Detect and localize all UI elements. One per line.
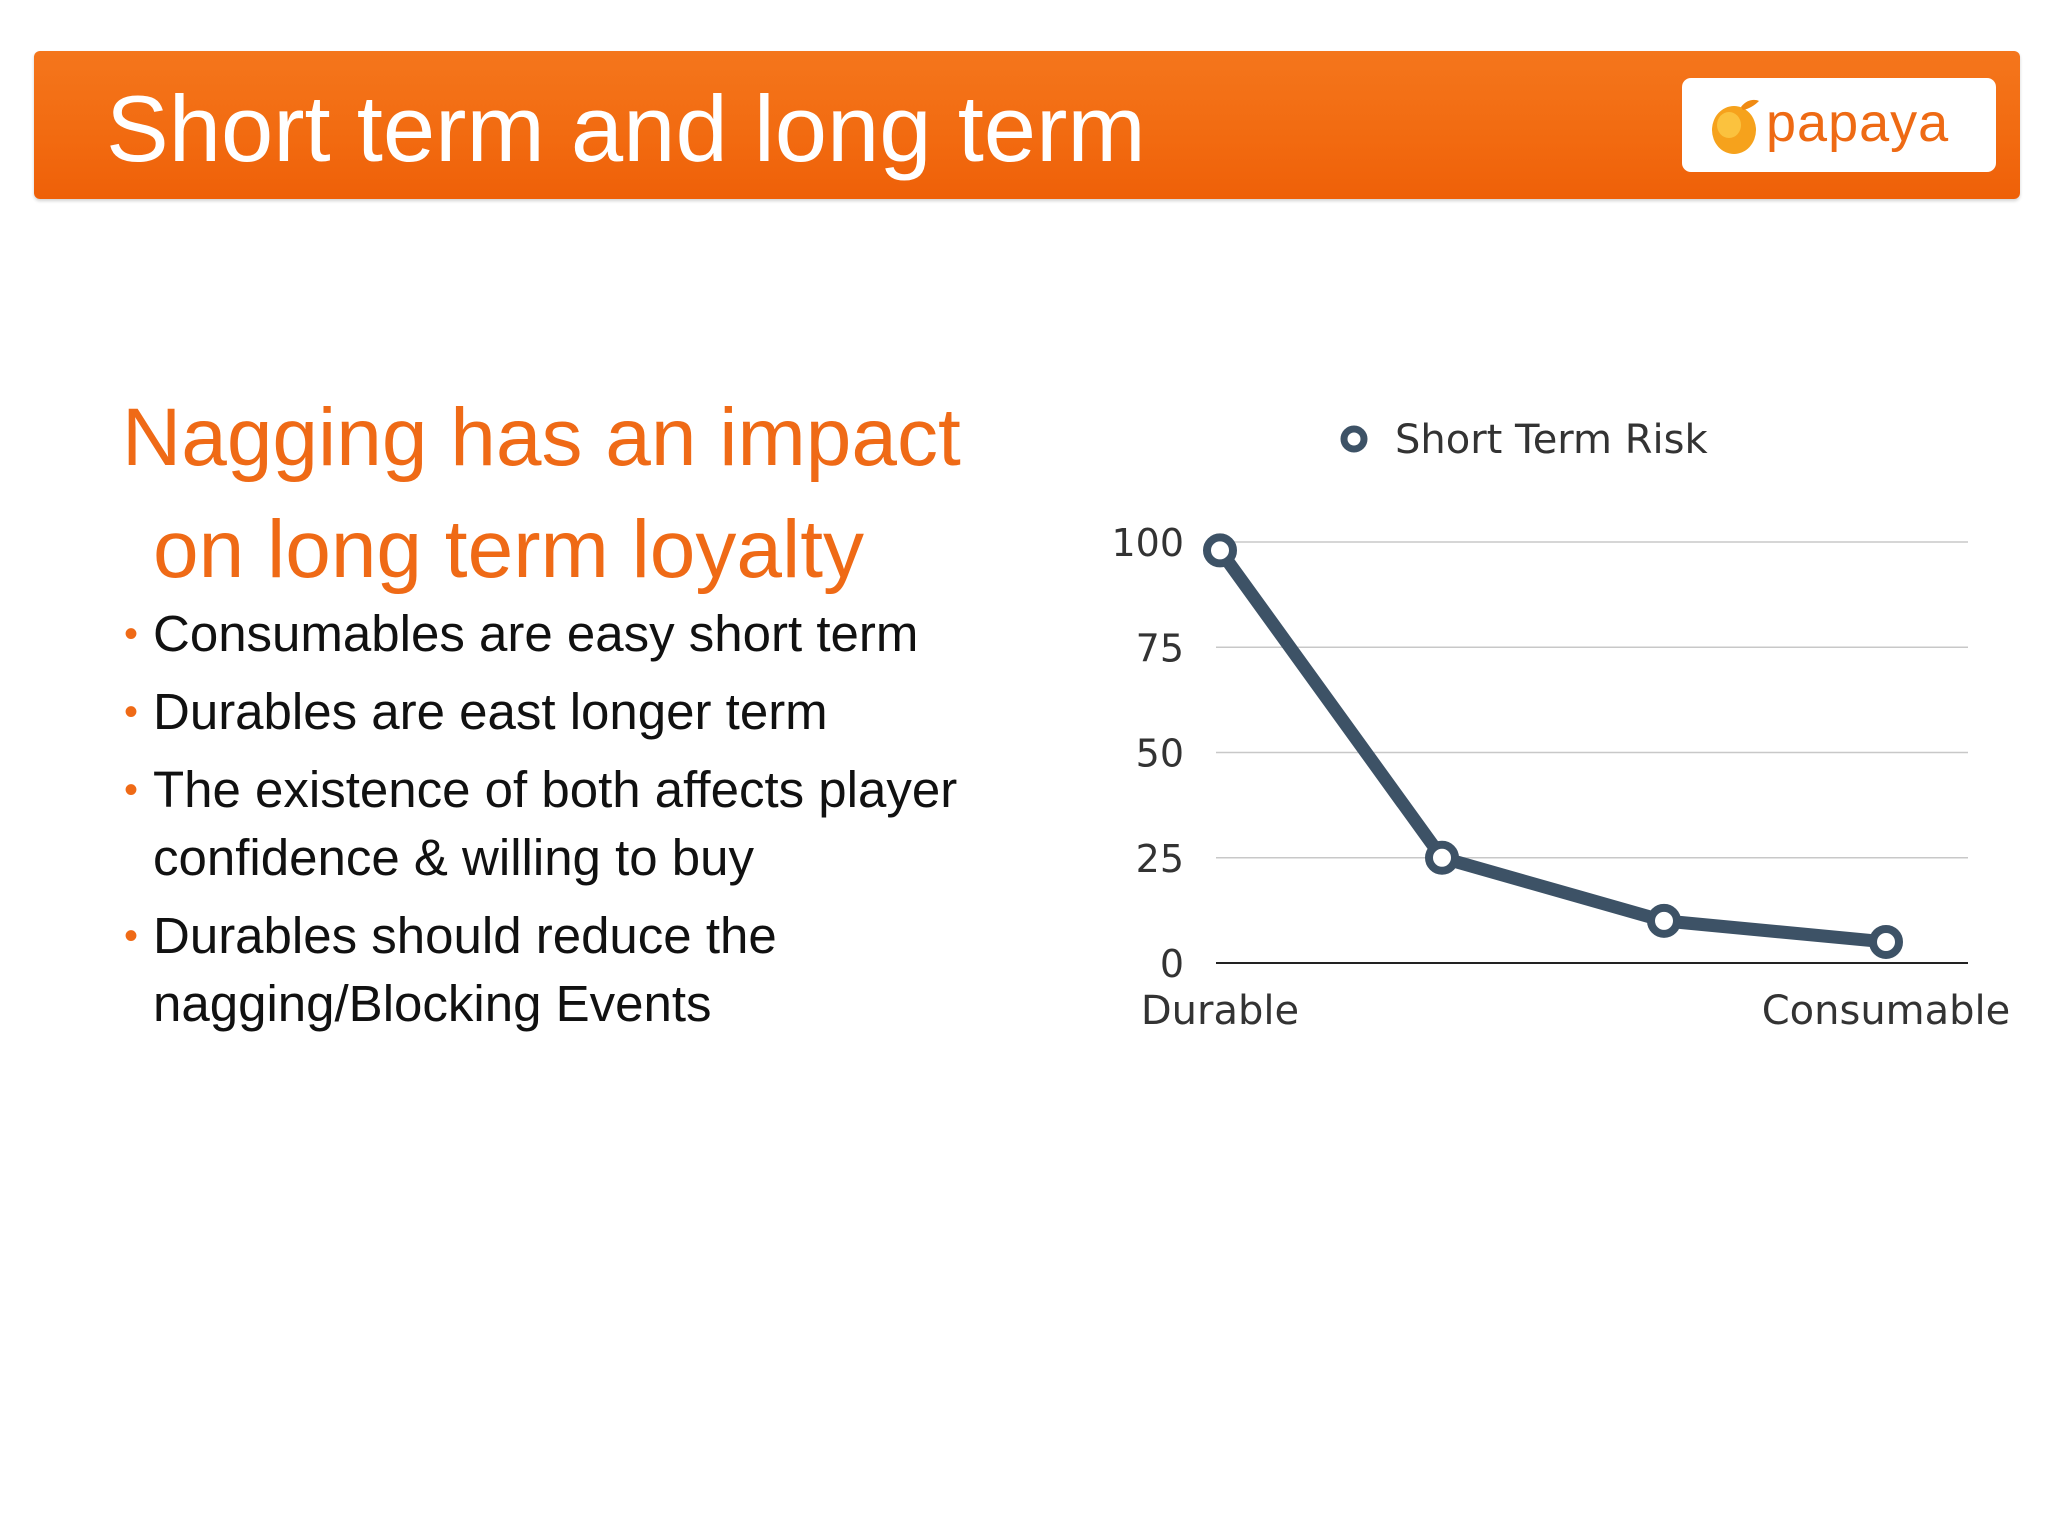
slide-title: Short term and long term	[106, 76, 1146, 181]
data-point	[1869, 924, 1903, 959]
y-tick-label: 100	[1111, 521, 1184, 565]
legend-marker-icon	[1340, 425, 1368, 453]
papaya-fruit-icon	[1712, 99, 1759, 154]
bullet-item: • Durables should reduce the nagging/Bloc…	[122, 902, 1082, 1038]
data-point	[1203, 533, 1237, 568]
y-tick-label: 0	[1160, 942, 1184, 986]
bullet-text: The existence of both affects player con…	[153, 761, 958, 886]
bullet-list: • Consumables are easy short term • Durabl…	[122, 600, 1082, 1048]
heading-line-1: Nagging has an impact	[122, 392, 961, 483]
line-chart: 0 25 50 75 100 Durable Consumable	[1111, 425, 2011, 1034]
bullet-dot-icon: •	[124, 768, 139, 812]
data-point	[1425, 840, 1459, 875]
x-tick-label: Consumable	[1762, 988, 2011, 1034]
papaya-logo: papaya	[1682, 78, 1996, 172]
bullet-item: • Durables are east longer term	[122, 678, 1082, 746]
data-point	[1647, 903, 1681, 938]
slide-heading: Nagging has an impact on long term loyal…	[122, 382, 961, 606]
x-tick-label: Durable	[1141, 988, 1299, 1034]
bullet-dot-icon: •	[124, 612, 139, 656]
y-tick-label: 75	[1136, 626, 1184, 670]
bullet-dot-icon: •	[124, 690, 139, 734]
bullet-text: Consumables are easy short term	[153, 605, 919, 662]
bullet-item: • The existence of both affects player co…	[122, 756, 1082, 892]
logo-text: papaya	[1766, 93, 1950, 153]
bullet-item: • Consumables are easy short term	[122, 600, 1082, 668]
y-tick-label: 25	[1136, 837, 1184, 881]
bullet-text: Durables are east longer term	[153, 683, 828, 740]
heading-line-2: on long term loyalty	[153, 504, 865, 595]
series-line	[1213, 543, 1893, 949]
y-tick-label: 50	[1136, 732, 1184, 776]
bullet-text: Durables should reduce the nagging/Block…	[153, 907, 777, 1032]
bullet-dot-icon: •	[124, 914, 139, 958]
legend-label: Short Term Risk	[1395, 417, 1708, 463]
